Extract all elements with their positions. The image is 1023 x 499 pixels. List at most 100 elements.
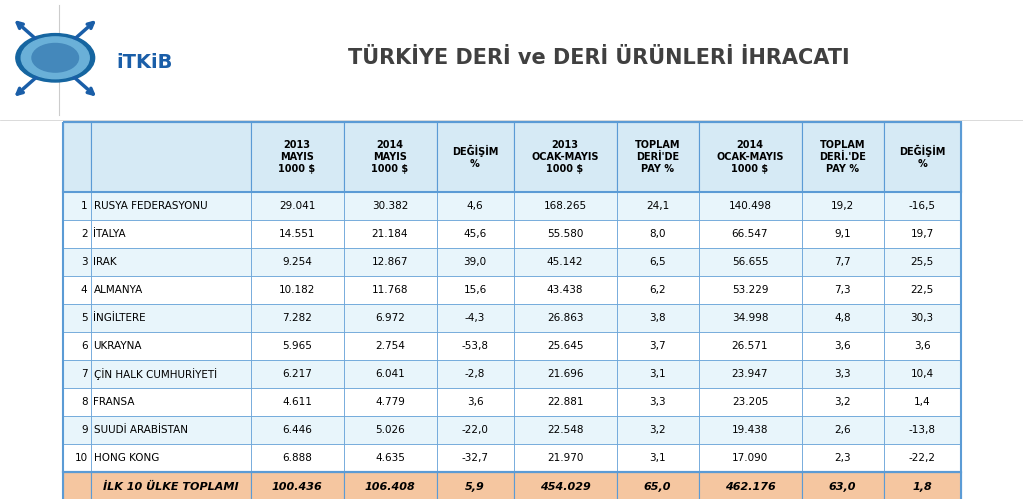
Text: 21.184: 21.184 (371, 229, 408, 239)
Text: 3,8: 3,8 (650, 313, 666, 323)
Bar (514, 122, 617, 192)
Text: HONG KONG: HONG KONG (93, 453, 159, 463)
Bar (344, 360, 437, 388)
Text: 22.881: 22.881 (546, 397, 583, 407)
Bar (344, 276, 437, 304)
Bar (437, 248, 514, 276)
Text: 7,7: 7,7 (834, 257, 851, 267)
Bar (514, 388, 617, 416)
Text: 6.446: 6.446 (282, 425, 312, 435)
Text: 25.645: 25.645 (546, 341, 583, 351)
Text: DEĞİŞİM
%: DEĞİŞİM % (452, 145, 498, 169)
Bar (344, 220, 437, 248)
Text: RUSYA FEDERASYONU: RUSYA FEDERASYONU (93, 201, 207, 211)
Text: 6,5: 6,5 (650, 257, 666, 267)
Bar (437, 332, 514, 360)
Bar (617, 304, 699, 332)
Text: 6.041: 6.041 (375, 369, 405, 379)
Bar (90, 332, 251, 360)
Bar (437, 360, 514, 388)
Text: 4.779: 4.779 (375, 397, 405, 407)
Text: 24,1: 24,1 (646, 201, 669, 211)
Text: 26.863: 26.863 (546, 313, 583, 323)
Bar (699, 360, 801, 388)
Bar (90, 416, 251, 444)
Bar (251, 276, 344, 304)
Bar (90, 360, 251, 388)
Text: 10,4: 10,4 (910, 369, 934, 379)
Bar (699, 444, 801, 472)
Bar (514, 276, 617, 304)
Bar (437, 276, 514, 304)
Bar (699, 388, 801, 416)
Text: SUUDİ ARABİSTAN: SUUDİ ARABİSTAN (93, 425, 187, 435)
Text: UKRAYNA: UKRAYNA (93, 341, 142, 351)
Bar (344, 388, 437, 416)
Text: İTALYA: İTALYA (93, 229, 126, 239)
Bar (90, 248, 251, 276)
Bar (699, 192, 801, 220)
Bar (884, 220, 961, 248)
Bar (251, 220, 344, 248)
Bar (801, 416, 884, 444)
Bar (437, 122, 514, 192)
Bar (344, 248, 437, 276)
Text: 2: 2 (81, 229, 88, 239)
Bar (801, 248, 884, 276)
Circle shape (32, 43, 79, 72)
Bar (617, 122, 699, 192)
Bar (344, 416, 437, 444)
Text: 6: 6 (81, 341, 88, 351)
Text: 454.029: 454.029 (539, 482, 590, 492)
Bar (884, 444, 961, 472)
Text: -32,7: -32,7 (461, 453, 489, 463)
Bar (801, 332, 884, 360)
Text: 22,5: 22,5 (910, 285, 934, 295)
Bar (801, 276, 884, 304)
Bar (344, 472, 437, 499)
Text: 5: 5 (81, 313, 88, 323)
Text: 45,6: 45,6 (463, 229, 487, 239)
Bar (617, 388, 699, 416)
Bar (251, 192, 344, 220)
Bar (617, 276, 699, 304)
Text: 6.888: 6.888 (282, 453, 312, 463)
Text: TOPLAM
DERİ'DE
PAY %: TOPLAM DERİ'DE PAY % (634, 140, 680, 174)
Text: 23.205: 23.205 (731, 397, 768, 407)
Text: TÜRKİYE DERİ ve DERİ ÜRÜNLERİ İHRACATI: TÜRKİYE DERİ ve DERİ ÜRÜNLERİ İHRACATI (348, 48, 849, 68)
Text: 3,3: 3,3 (650, 397, 666, 407)
Bar (251, 416, 344, 444)
Bar (62, 122, 961, 499)
Bar (62, 472, 90, 499)
Bar (801, 192, 884, 220)
Text: 3,3: 3,3 (834, 369, 851, 379)
Text: 19,7: 19,7 (910, 229, 934, 239)
Text: 66.547: 66.547 (731, 229, 768, 239)
Text: 3: 3 (81, 257, 88, 267)
Text: 4.635: 4.635 (375, 453, 405, 463)
Text: 106.408: 106.408 (364, 482, 415, 492)
Text: 29.041: 29.041 (279, 201, 315, 211)
Bar (251, 122, 344, 192)
Bar (617, 192, 699, 220)
Text: 3,6: 3,6 (834, 341, 851, 351)
Bar (801, 360, 884, 388)
Text: ÇİN HALK CUMHURİYETİ: ÇİN HALK CUMHURİYETİ (93, 368, 217, 380)
Text: 1,8: 1,8 (913, 482, 932, 492)
Text: 1,4: 1,4 (914, 397, 930, 407)
Bar (514, 304, 617, 332)
Text: 4,8: 4,8 (834, 313, 851, 323)
Bar (801, 444, 884, 472)
Bar (437, 472, 514, 499)
Bar (884, 416, 961, 444)
Bar (514, 444, 617, 472)
Text: 30,3: 30,3 (910, 313, 934, 323)
Text: 3,6: 3,6 (914, 341, 930, 351)
Text: -22,2: -22,2 (908, 453, 935, 463)
Bar (90, 472, 251, 499)
Text: 56.655: 56.655 (731, 257, 768, 267)
Bar (801, 472, 884, 499)
Bar (699, 332, 801, 360)
Bar (344, 122, 437, 192)
Text: 9: 9 (81, 425, 88, 435)
